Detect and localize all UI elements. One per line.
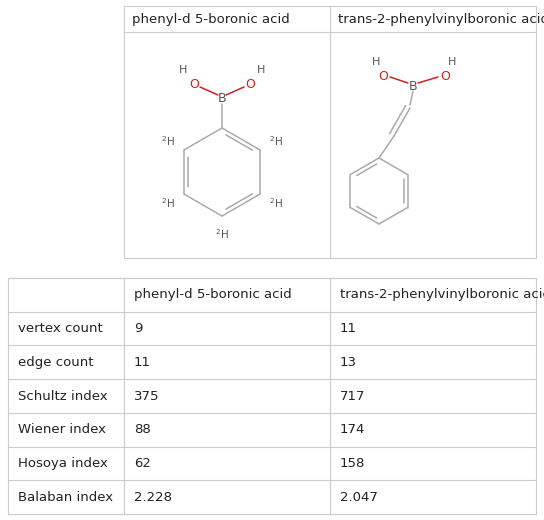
Text: O: O <box>378 70 388 83</box>
Text: edge count: edge count <box>18 356 94 369</box>
Text: $^2$H: $^2$H <box>269 134 282 148</box>
Text: B: B <box>409 80 417 93</box>
Text: 88: 88 <box>134 423 151 436</box>
Text: 2.228: 2.228 <box>134 491 172 504</box>
Text: H: H <box>257 65 265 75</box>
Text: H: H <box>372 57 380 67</box>
Text: $^2$H: $^2$H <box>162 196 175 210</box>
Text: $^2$H: $^2$H <box>162 134 175 148</box>
Text: 62: 62 <box>134 457 151 470</box>
Text: 11: 11 <box>134 356 151 369</box>
Text: $^2$H: $^2$H <box>215 227 229 241</box>
Text: H: H <box>448 57 456 67</box>
Text: vertex count: vertex count <box>18 322 103 335</box>
Text: 174: 174 <box>340 423 366 436</box>
Text: $^2$H: $^2$H <box>269 196 282 210</box>
Text: O: O <box>245 77 255 90</box>
Text: phenyl-d 5-boronic acid: phenyl-d 5-boronic acid <box>134 289 292 302</box>
Text: Wiener index: Wiener index <box>18 423 106 436</box>
Text: H: H <box>179 65 187 75</box>
Bar <box>124 6 536 258</box>
Text: Hosoya index: Hosoya index <box>18 457 108 470</box>
Text: phenyl-d 5-boronic acid: phenyl-d 5-boronic acid <box>132 12 290 25</box>
Text: 158: 158 <box>340 457 366 470</box>
Text: 717: 717 <box>340 389 366 402</box>
Bar <box>8 278 536 514</box>
Text: 11: 11 <box>340 322 357 335</box>
Text: 9: 9 <box>134 322 143 335</box>
Text: O: O <box>440 70 450 83</box>
Text: Schultz index: Schultz index <box>18 389 108 402</box>
Text: 13: 13 <box>340 356 357 369</box>
Text: 2.047: 2.047 <box>340 491 378 504</box>
Text: B: B <box>218 92 226 105</box>
Text: Balaban index: Balaban index <box>18 491 113 504</box>
Text: trans-2-phenylvinylboronic acid: trans-2-phenylvinylboronic acid <box>338 12 544 25</box>
Text: O: O <box>189 77 199 90</box>
Text: trans-2-phenylvinylboronic acid: trans-2-phenylvinylboronic acid <box>340 289 544 302</box>
Text: 375: 375 <box>134 389 159 402</box>
